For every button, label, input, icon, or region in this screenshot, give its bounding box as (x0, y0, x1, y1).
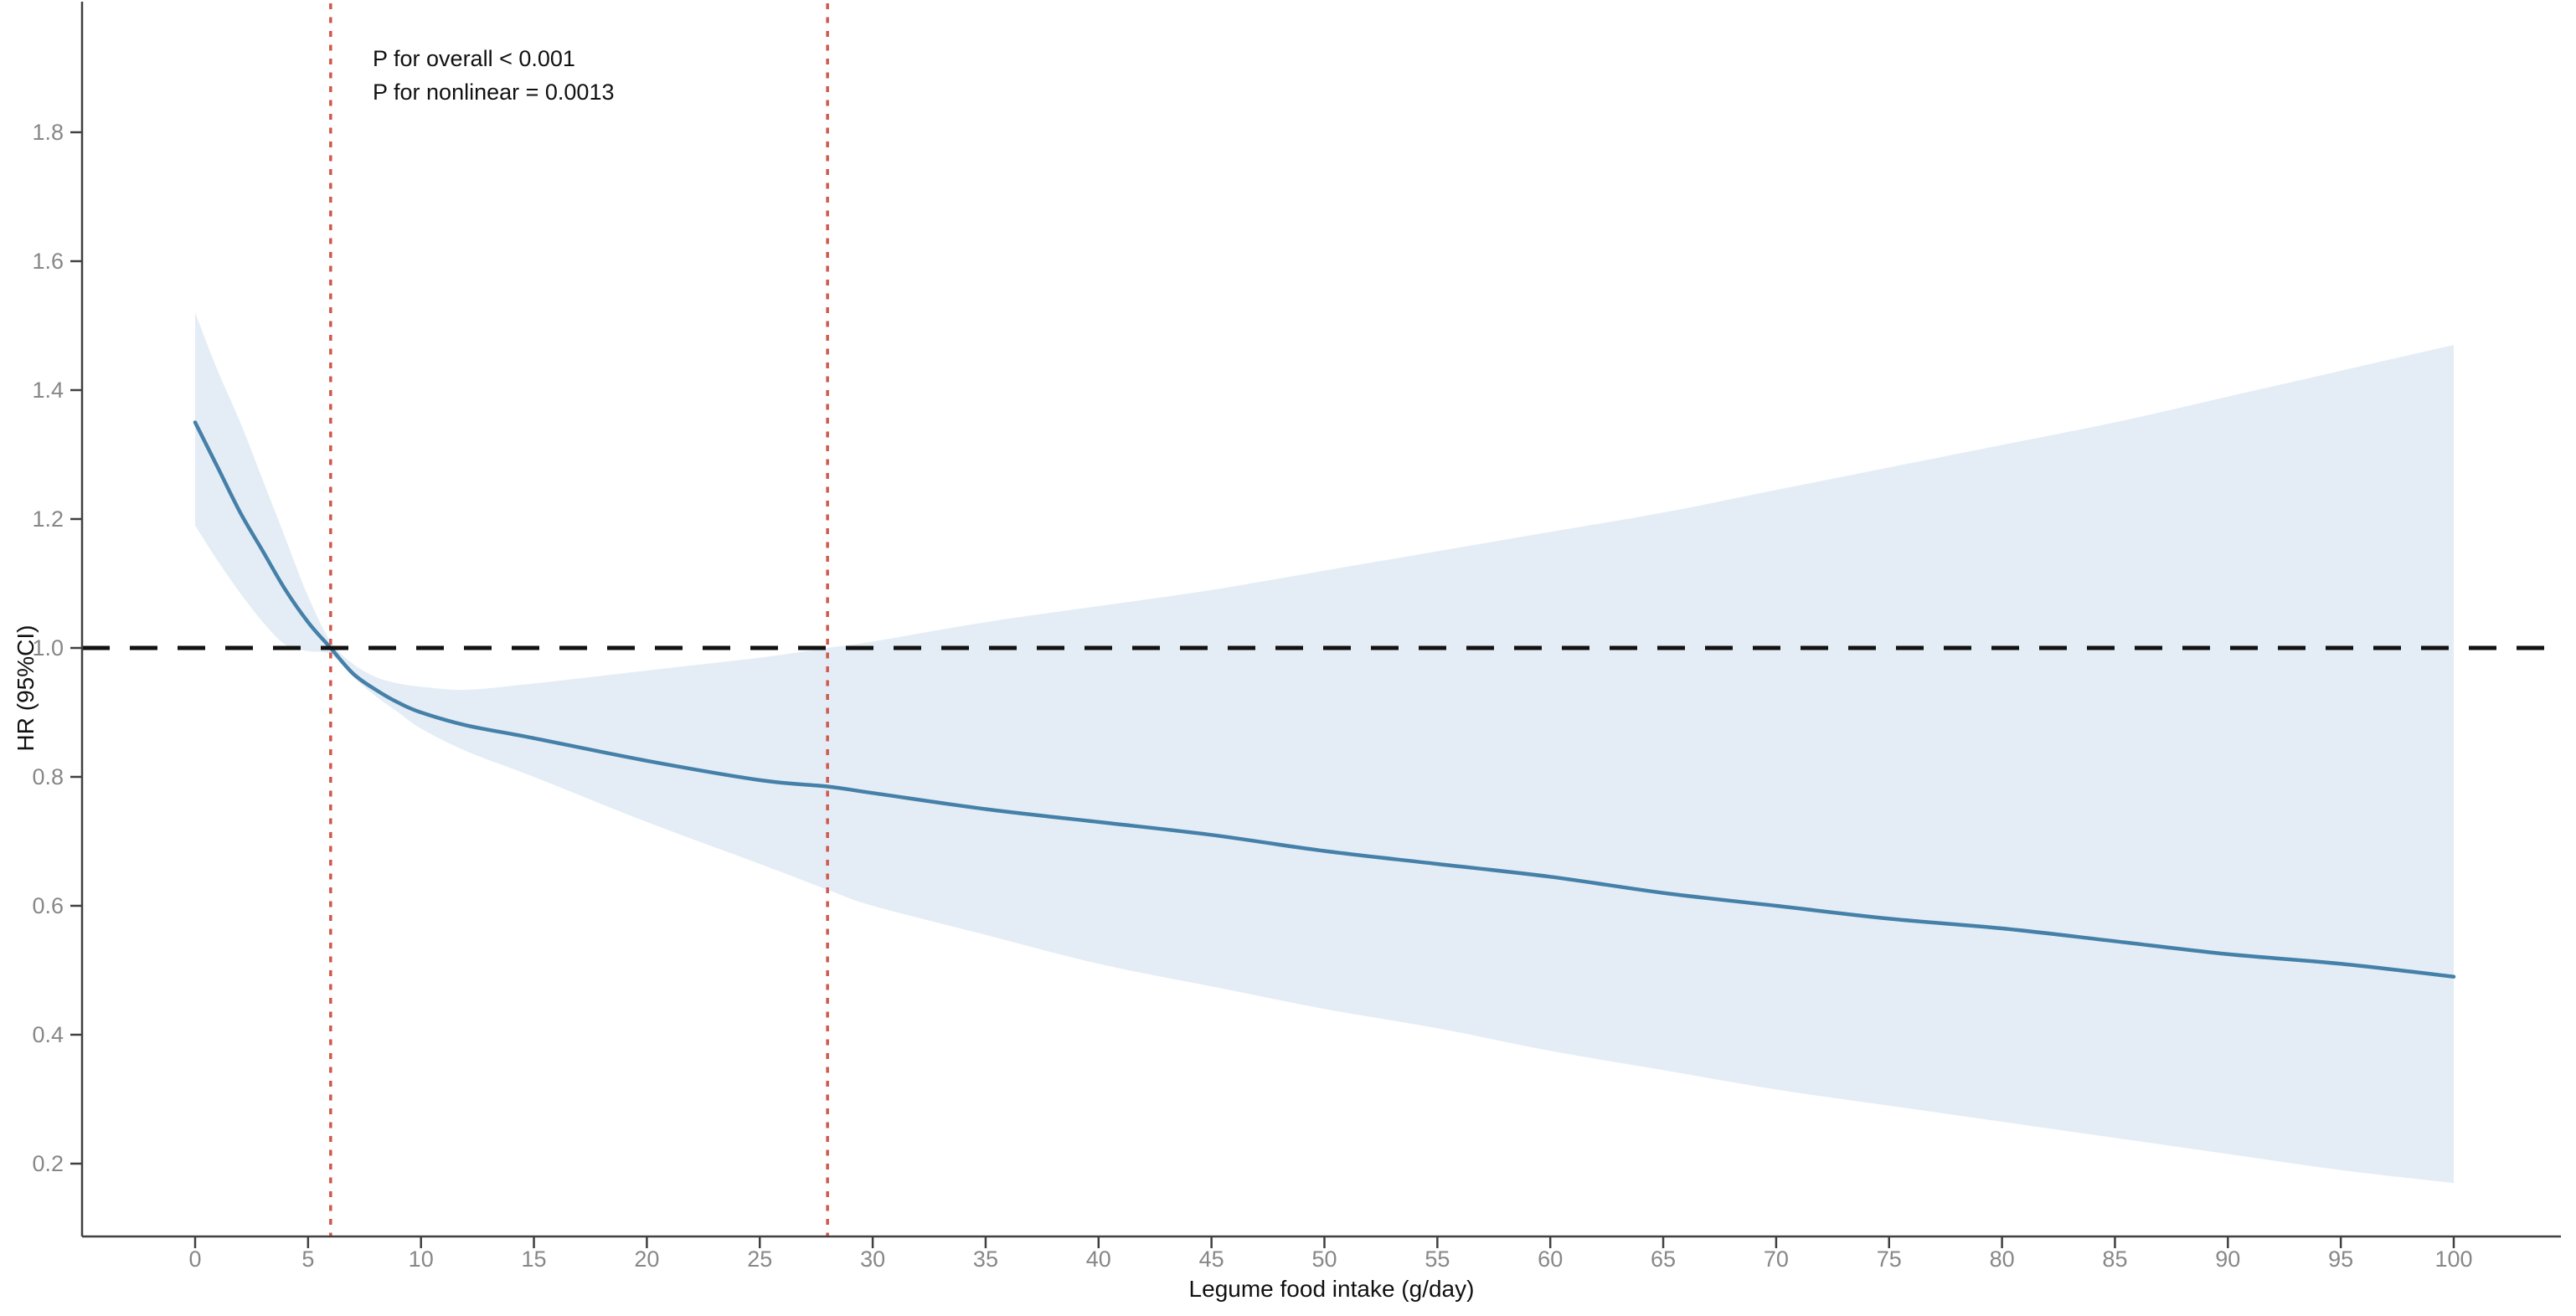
y-tick-label: 1.8 (32, 120, 64, 145)
x-tick-label: 40 (1086, 1247, 1111, 1272)
y-tick-label: 1.6 (32, 249, 64, 274)
x-tick-label: 75 (1877, 1247, 1902, 1272)
y-tick-label: 0.4 (32, 1022, 64, 1047)
x-tick-label: 90 (2215, 1247, 2240, 1272)
x-tick-label: 35 (973, 1247, 998, 1272)
y-tick-label: 1.4 (32, 378, 64, 403)
x-tick-label: 60 (1538, 1247, 1563, 1272)
x-tick-label: 65 (1651, 1247, 1676, 1272)
x-tick-label: 0 (188, 1247, 201, 1272)
x-tick-label: 20 (634, 1247, 659, 1272)
x-tick-label: 10 (409, 1247, 434, 1272)
y-tick-label: 0.2 (32, 1151, 64, 1176)
p-nonlinear-annotation: P for nonlinear = 0.0013 (373, 80, 615, 105)
x-tick-label: 5 (301, 1247, 314, 1272)
x-tick-label: 80 (1990, 1247, 2015, 1272)
x-tick-label: 55 (1425, 1247, 1450, 1272)
confidence-band (195, 312, 2454, 1184)
x-axis-title: Legume food intake (g/day) (1188, 1276, 1475, 1302)
x-tick-label: 25 (747, 1247, 772, 1272)
y-tick-label: 1.2 (32, 506, 64, 532)
x-tick-label: 70 (1764, 1247, 1789, 1272)
x-tick-label: 45 (1199, 1247, 1224, 1272)
y-tick-label: 0.6 (32, 893, 64, 918)
x-tick-label: 50 (1311, 1247, 1337, 1272)
y-tick-label: 1.0 (32, 635, 64, 661)
x-tick-label: 85 (2102, 1247, 2127, 1272)
x-tick-label: 100 (2434, 1247, 2472, 1272)
x-tick-label: 15 (522, 1247, 547, 1272)
p-value-annotation: P for overall < 0.001 P for nonlinear = … (373, 42, 614, 109)
x-tick-label: 30 (860, 1247, 885, 1272)
x-tick-label: 95 (2328, 1247, 2353, 1272)
p-overall-annotation: P for overall < 0.001 (373, 46, 575, 71)
y-axis-title: HR (95%CI) (13, 625, 39, 752)
y-tick-label: 0.8 (32, 764, 64, 789)
